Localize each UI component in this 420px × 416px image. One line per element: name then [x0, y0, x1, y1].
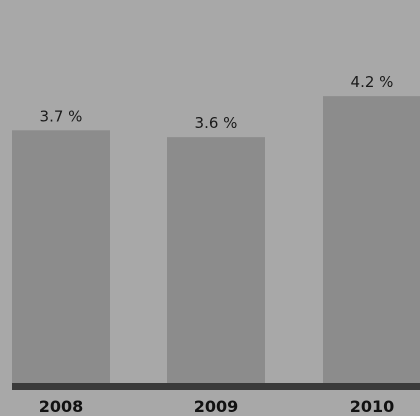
bar-2009 [167, 137, 265, 383]
x-axis-line [12, 383, 420, 390]
value-label-2010: 4.2 % [351, 73, 394, 91]
bar-2008 [12, 130, 110, 383]
value-label-2008: 3.7 % [40, 107, 83, 125]
bars-layer [12, 96, 420, 383]
bar-2010 [323, 96, 420, 383]
value-label-2009: 3.6 % [195, 114, 238, 132]
category-label-2009: 2009 [194, 397, 239, 416]
labels-layer: 3.7 % 2008 3.6 % 2009 4.2 % 2010 [39, 73, 395, 416]
category-label-2008: 2008 [39, 397, 84, 416]
category-label-2010: 2010 [350, 397, 395, 416]
